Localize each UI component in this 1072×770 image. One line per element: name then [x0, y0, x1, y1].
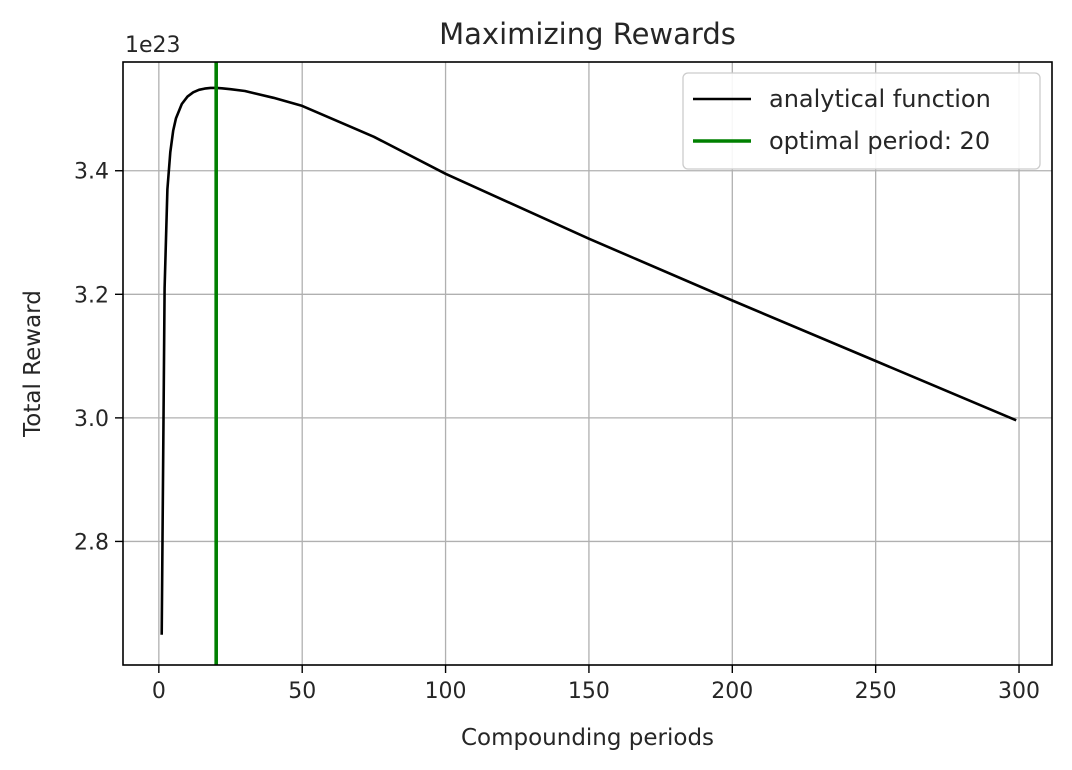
series-line	[160, 86, 1017, 635]
ticks: 0 50 100 150 200 250 300 2.8 3.0 3.2 3.4	[74, 160, 1040, 704]
chart-title: Maximizing Rewards	[439, 17, 736, 51]
x-tick-label: 200	[711, 679, 753, 704]
x-tick-label: 150	[568, 679, 610, 704]
y-tick-label: 3.2	[74, 283, 109, 308]
y-offset-label: 1e23	[125, 33, 181, 58]
y-tick-label: 3.0	[74, 407, 109, 432]
x-tick-label: 250	[855, 679, 897, 704]
legend-label: optimal period: 20	[769, 127, 990, 155]
y-tick-label: 2.8	[74, 530, 109, 555]
axes-frame	[122, 61, 1053, 666]
x-tick-label: 100	[425, 679, 467, 704]
y-tick-label: 3.4	[74, 160, 109, 185]
plot-area	[160, 62, 1017, 665]
legend-label: analytical function	[769, 85, 991, 113]
x-axis-label: Compounding periods	[461, 725, 714, 751]
x-tick-label: 50	[288, 679, 316, 704]
y-axis-label: Total Reward	[20, 290, 46, 438]
x-tick-label: 300	[998, 679, 1040, 704]
x-tick-label: 0	[152, 679, 166, 704]
legend: analytical function optimal period: 20	[682, 72, 1041, 170]
legend-box	[682, 72, 1041, 170]
